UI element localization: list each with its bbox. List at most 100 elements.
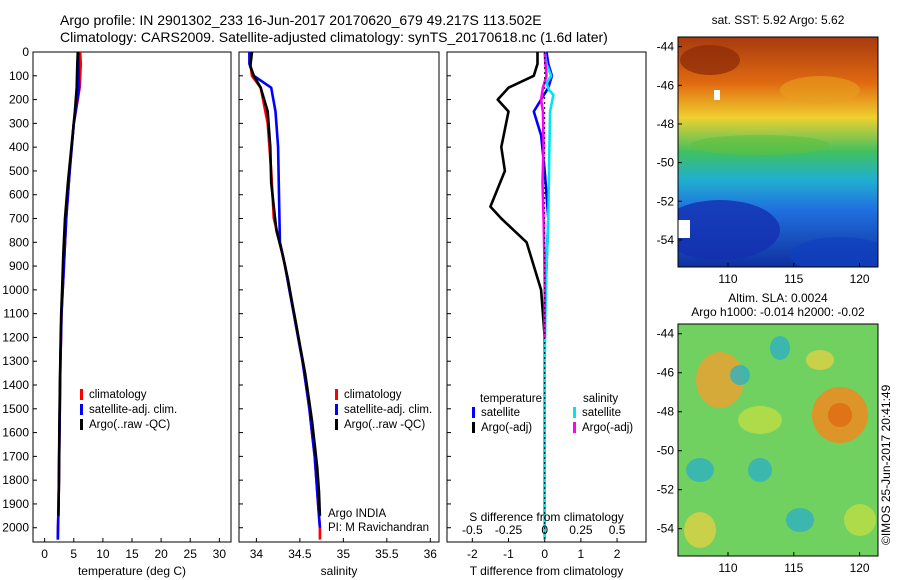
legend-swatch [573, 422, 576, 433]
x-tick-label: 10 [96, 547, 110, 561]
legend-label: satellite [481, 407, 520, 419]
legend-title-salinity: salinity [583, 393, 618, 405]
map-y-tick-label: -54 [657, 233, 675, 247]
x-tick-label: -2 [467, 547, 478, 561]
s-tick-label: 0.25 [569, 523, 593, 537]
legend-swatch [335, 404, 338, 415]
legend-swatch [335, 419, 338, 430]
legend-swatch [80, 404, 83, 415]
y-tick-label: 1500 [2, 402, 29, 416]
y-tick-label: 1800 [2, 473, 29, 487]
difference-series-2 [543, 51, 555, 540]
map-y-tick-label: -44 [657, 327, 675, 341]
s-axis-label: S difference from climatology [469, 510, 624, 524]
y-tick-label: 1200 [2, 330, 29, 344]
figure-title-line2: Climatology: CARS2009. Satellite-adjuste… [60, 29, 608, 45]
x-tick-label: 36 [424, 547, 438, 561]
legend-swatch [472, 407, 475, 418]
salinity-panel: 34 34.5 35 35.5 36 salinity climatology satelli… [238, 51, 440, 578]
legend-label: satellite [582, 407, 621, 419]
sla-map-frame [677, 323, 879, 557]
map-y-tick-label: -46 [657, 78, 675, 92]
difference-series-3 [539, 51, 548, 338]
y-tick-label: 500 [9, 164, 29, 178]
map-x-tick-label: 115 [784, 272, 803, 286]
map-y-tick-label: -50 [657, 156, 675, 170]
legend-swatch [80, 389, 83, 400]
sst-map-axes: 110 115 120 -44 -46 -48 -50 -52 -54 [657, 40, 870, 286]
x-tick-label: 34.5 [288, 547, 312, 561]
sla-map-axes: 110 115 120 -44 -46 -48 -50 -52 -54 [657, 327, 870, 575]
salinity-series-2 [249, 51, 322, 516]
map-y-tick-label: -52 [657, 483, 675, 497]
salinity-series-0 [248, 51, 322, 540]
legend-swatch [472, 422, 475, 433]
y-tick-label: 900 [9, 259, 29, 273]
x-tick-label: 35.5 [375, 547, 399, 561]
sst-map: 110 115 120 -44 -46 -48 -50 -52 -54 [657, 36, 879, 286]
x-tick-label: 34 [250, 547, 264, 561]
map-y-tick-label: -46 [657, 366, 675, 380]
x-tick-label: 1 [578, 547, 585, 561]
temperature-series-2 [57, 51, 80, 516]
temperature-xlabel: temperature (deg C) [78, 564, 186, 578]
difference-panel: -2 -1 0 1 2 T difference from climatology -0.5… [446, 51, 647, 578]
y-tick-label: 1100 [3, 307, 29, 321]
map-x-tick-label: 115 [784, 561, 803, 575]
y-tick-label: 1300 [2, 354, 29, 368]
sst-map-features [678, 45, 878, 267]
map-y-tick-label: -44 [657, 40, 675, 54]
y-tick-label: 0 [22, 45, 29, 59]
y-tick-label: 1000 [2, 283, 29, 297]
s-tick-label: -0.25 [495, 523, 523, 537]
s-tick-label: 0.5 [609, 523, 626, 537]
x-tick-label: 0 [41, 547, 48, 561]
map-y-tick-label: -54 [657, 522, 675, 536]
map-y-tick-label: -48 [657, 117, 675, 131]
sla-map: 110 115 120 -44 -46 -48 -50 -52 -54 [657, 323, 879, 575]
salinity-series-1 [248, 52, 322, 528]
x-tick-label: 30 [213, 547, 227, 561]
s-tick-label: 0 [541, 523, 548, 537]
temperature-panel: 0 5 10 15 20 25 30 temperature (deg C) 0 100 200 30… [2, 45, 232, 578]
y-tick-label: 100 [9, 69, 29, 83]
legend-label: Argo(..raw -QC) [89, 419, 170, 431]
map-y-tick-label: -48 [657, 405, 675, 419]
legend-swatch [80, 419, 83, 430]
map-x-tick-label: 120 [850, 561, 870, 575]
y-tick-label: 600 [9, 188, 29, 202]
x-tick-label: 20 [154, 547, 168, 561]
sst-map-title: sat. SST: 5.92 Argo: 5.62 [712, 13, 845, 27]
map-x-tick-label: 110 [718, 561, 737, 575]
s-tick-label: -0.5 [462, 523, 483, 537]
legend-label: satellite-adj. clim. [89, 404, 177, 416]
sla-map-title-line2: Argo h1000: -0.014 h2000: -0.02 [691, 305, 865, 319]
difference-xlabel: T difference from climatology [470, 564, 624, 578]
map-y-tick-label: -52 [657, 194, 675, 208]
y-tick-label: 1700 [2, 449, 29, 463]
x-tick-label: 5 [70, 547, 77, 561]
map-x-tick-label: 120 [850, 272, 870, 286]
x-tick-label: -1 [503, 547, 514, 561]
annotation-line1: Argo INDIA [328, 508, 386, 520]
x-tick-label: 15 [125, 547, 139, 561]
x-tick-label: 35 [337, 547, 351, 561]
legend-label: Argo(-adj) [582, 422, 633, 434]
legend-title-temperature: temperature [480, 393, 542, 405]
y-tick-label: 1900 [2, 497, 29, 511]
legend-label: climatology [89, 389, 147, 401]
y-tick-label: 200 [9, 93, 29, 107]
annotation-line2: PI: M Ravichandran [328, 522, 429, 534]
sst-map-frame [677, 36, 879, 268]
y-tick-label: 2000 [2, 521, 29, 535]
y-tick-label: 800 [9, 235, 29, 249]
legend-swatch [335, 389, 338, 400]
y-tick-label: 1400 [2, 378, 29, 392]
y-tick-label: 400 [9, 140, 29, 154]
x-tick-label: 0 [541, 547, 548, 561]
sla-map-features [684, 336, 876, 548]
y-tick-label: 700 [9, 212, 29, 226]
salinity-xlabel: salinity [321, 564, 358, 578]
legend-label: Argo(..raw -QC) [344, 419, 425, 431]
